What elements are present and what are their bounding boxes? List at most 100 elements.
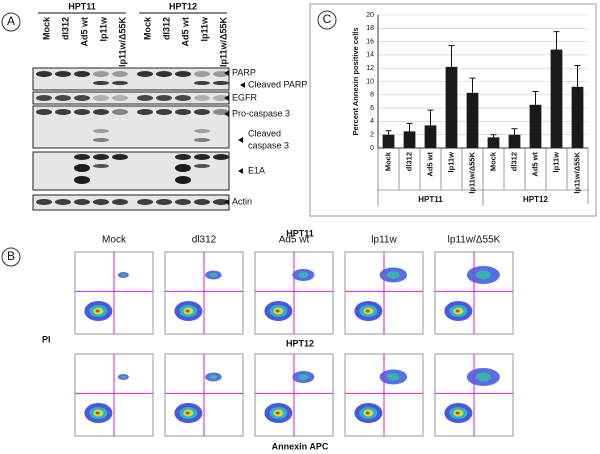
flow-x-label: Annexin APC xyxy=(272,441,329,451)
error-bar xyxy=(574,65,581,87)
y-tick-label: 14 xyxy=(366,52,374,59)
blot-band xyxy=(55,199,71,205)
band-arrow xyxy=(224,111,229,117)
flow-density xyxy=(95,411,100,415)
lane-label: lp11w/Δ55K xyxy=(218,17,228,67)
flow-density xyxy=(275,309,280,313)
blot-band xyxy=(93,129,109,133)
blot-band xyxy=(194,129,210,133)
flow-plot xyxy=(254,251,334,335)
blot-band xyxy=(112,109,128,115)
flow-density xyxy=(209,374,218,380)
band-arrow xyxy=(224,199,229,205)
bar xyxy=(487,137,500,148)
x-tick-label: lp11w xyxy=(446,152,455,173)
flow-column-label: Mock xyxy=(102,235,127,246)
group-label: HPT11 xyxy=(418,195,443,204)
blot-band xyxy=(175,154,191,160)
blot-band xyxy=(194,71,210,77)
flow-row-title: HPT11 xyxy=(286,228,314,238)
bar xyxy=(529,104,542,148)
blot-band xyxy=(213,95,229,101)
blot-band xyxy=(175,95,191,101)
blot-band xyxy=(93,109,109,115)
flow-density xyxy=(185,411,190,415)
blot-band xyxy=(194,199,210,205)
flow-plot xyxy=(74,353,154,437)
x-tick-label: lp11w xyxy=(551,152,560,173)
blot-band xyxy=(112,154,128,160)
y-tick-label: 12 xyxy=(366,65,374,72)
lane-label: lp11w/Δ55K xyxy=(117,17,127,67)
error-bar xyxy=(448,45,455,67)
blot-band xyxy=(213,199,229,205)
panel-label: B xyxy=(7,249,15,263)
flow-density xyxy=(95,309,100,313)
blot-band xyxy=(93,81,109,85)
error-bar xyxy=(532,90,539,105)
panel-label-circle xyxy=(1,12,21,32)
blot-band xyxy=(112,71,128,77)
blot-band xyxy=(36,95,52,101)
error-bar xyxy=(469,77,476,93)
flow-density xyxy=(209,272,218,278)
blot-band xyxy=(112,199,128,205)
flow-density xyxy=(455,411,460,415)
flow-density xyxy=(387,373,400,381)
blot-band xyxy=(36,109,52,115)
error-bar xyxy=(553,31,560,50)
blot-band xyxy=(74,154,90,160)
panel-label-circle xyxy=(1,247,21,267)
blot-band xyxy=(137,199,153,205)
bar xyxy=(466,92,479,148)
flow-column-label: Ad5 wt xyxy=(279,235,310,246)
y-tick-label: 10 xyxy=(366,78,374,85)
x-tick-label: lp11w/Δ55K xyxy=(467,151,476,193)
blot-band xyxy=(74,95,90,101)
flow-density xyxy=(365,411,370,415)
flow-plot xyxy=(344,353,424,437)
flow-column-label: dl312 xyxy=(192,235,217,246)
blot-band xyxy=(93,154,109,160)
blot-band xyxy=(175,199,191,205)
blot-band xyxy=(93,164,109,168)
flow-density xyxy=(475,372,491,382)
blot-band xyxy=(36,199,52,205)
blot-band xyxy=(194,164,210,168)
error-bar xyxy=(511,128,518,135)
lane-label: Mock xyxy=(142,16,152,40)
band-arrow xyxy=(224,95,229,101)
blot-band xyxy=(55,109,71,115)
panel-label-circle xyxy=(317,10,337,30)
flow-density xyxy=(275,411,280,415)
lane-label: lp11w xyxy=(98,16,108,42)
blot-band xyxy=(74,109,90,115)
error-bar xyxy=(490,134,497,138)
blot-band xyxy=(175,176,191,184)
band-label: Cleaved xyxy=(248,128,281,138)
blot-band xyxy=(213,154,229,160)
y-tick-label: 6 xyxy=(370,105,374,112)
flow-column-label: lp11w/Δ55K xyxy=(448,235,501,246)
bar xyxy=(571,86,584,148)
lane-label: Ad5 wt xyxy=(79,17,89,47)
blot-band xyxy=(93,95,109,101)
blot-band xyxy=(194,109,210,115)
blot-band xyxy=(194,95,210,101)
x-tick-label: dl312 xyxy=(509,152,518,171)
band-label: caspase 3 xyxy=(248,140,289,150)
blot-band xyxy=(156,95,172,101)
band-label: E1A xyxy=(248,165,265,175)
band-arrow xyxy=(224,70,229,76)
flow-y-label: PI xyxy=(42,334,51,344)
blot-band xyxy=(112,95,128,101)
flow-plot xyxy=(254,353,334,437)
error-bar xyxy=(406,122,413,132)
group-label: HPT12 xyxy=(523,195,548,204)
bar xyxy=(403,131,416,148)
blot-band xyxy=(194,138,210,142)
blot-band xyxy=(137,95,153,101)
flow-plot xyxy=(434,251,514,335)
error-bar xyxy=(385,130,392,135)
